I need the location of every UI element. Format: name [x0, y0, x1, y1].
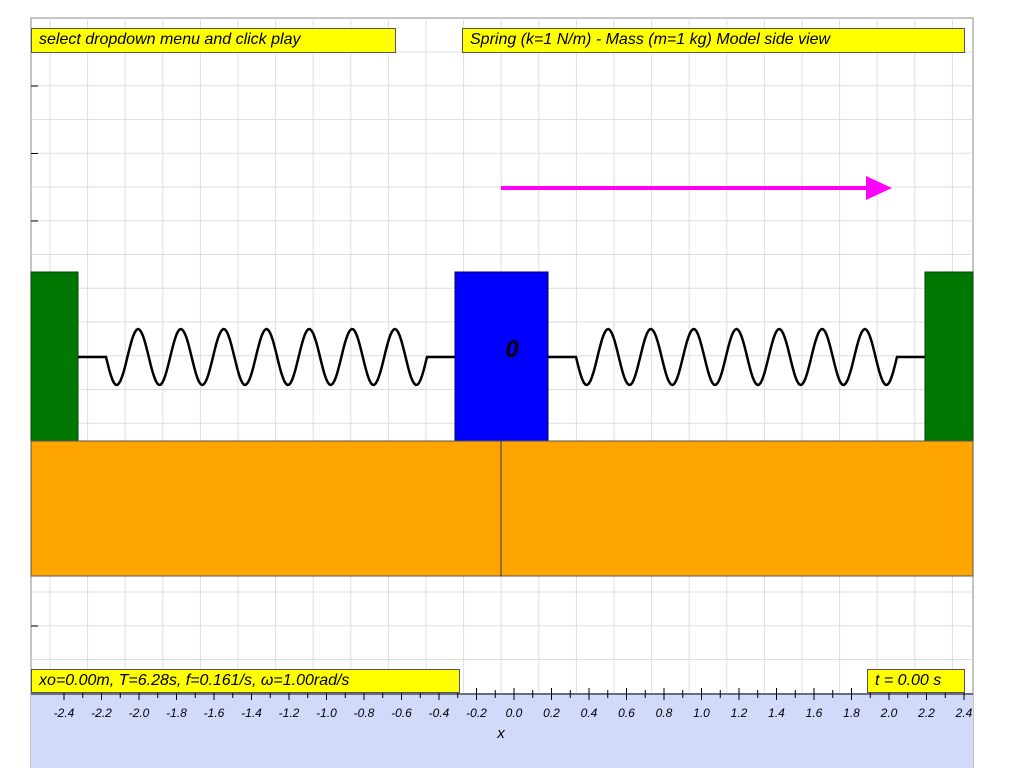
mass-block[interactable]: [454, 271, 549, 442]
axis-tick-label: 0.4: [581, 706, 598, 720]
parameters-label: xo=0.00m, T=6.28s, f=0.161/s, ω=1.00rad/…: [31, 669, 460, 693]
axis-tick-label: 2.2: [917, 706, 935, 720]
axis-label: x: [496, 725, 505, 742]
floor: [30, 440, 974, 577]
axis-tick-label: -1.2: [279, 706, 300, 720]
model-title-label: Spring (k=1 N/m) - Mass (m=1 kg) Model s…: [462, 28, 965, 53]
left-wall: [30, 271, 79, 442]
axis-tick-label: -0.8: [354, 706, 375, 720]
axis-tick-label: 0.6: [618, 706, 635, 720]
axis-tick-label: -0.6: [391, 706, 412, 720]
right-wall: [924, 271, 974, 442]
axis-tick-label: 0.2: [543, 706, 560, 720]
time-label: t = 0.00 s: [867, 669, 965, 693]
velocity-arrow-icon: [501, 176, 892, 200]
axis-tick-label: -1.4: [241, 706, 262, 720]
axis-tick-label: 1.6: [806, 706, 823, 720]
axis-tick-label: -2.2: [91, 706, 112, 720]
mass-label: 0: [505, 336, 519, 363]
axis-tick-label: 1.4: [768, 706, 785, 720]
axis-tick-label: 1.8: [843, 706, 860, 720]
axis-tick-label: 0.0: [506, 706, 523, 720]
axis-tick-label: 2.0: [880, 706, 898, 720]
axis-tick-label: 2.4: [955, 706, 973, 720]
axis-tick-label: -1.8: [166, 706, 187, 720]
axis-tick-label: -0.2: [466, 706, 487, 720]
right-spring: [548, 327, 925, 387]
axis-strip: [31, 693, 973, 768]
axis-tick-label: -1.6: [204, 706, 225, 720]
left-spring: [78, 327, 455, 387]
axis-tick-label: 1.0: [693, 706, 710, 720]
axis-tick-label: -2.4: [54, 706, 75, 720]
axis-tick-label: -0.4: [429, 706, 450, 720]
axis-tick-label: 1.2: [731, 706, 748, 720]
axis-ticks: -2.4 -2.2 -2.0 -1.8 -1.6 -1.4 -1.2 -1.0 -0.8 -0.6…: [54, 688, 973, 720]
axis-tick-label: 0.8: [656, 706, 673, 720]
axis-tick-label: -2.0: [129, 706, 150, 720]
axis-tick-label: -1.0: [316, 706, 337, 720]
instruction-label: select dropdown menu and click play: [31, 28, 396, 53]
